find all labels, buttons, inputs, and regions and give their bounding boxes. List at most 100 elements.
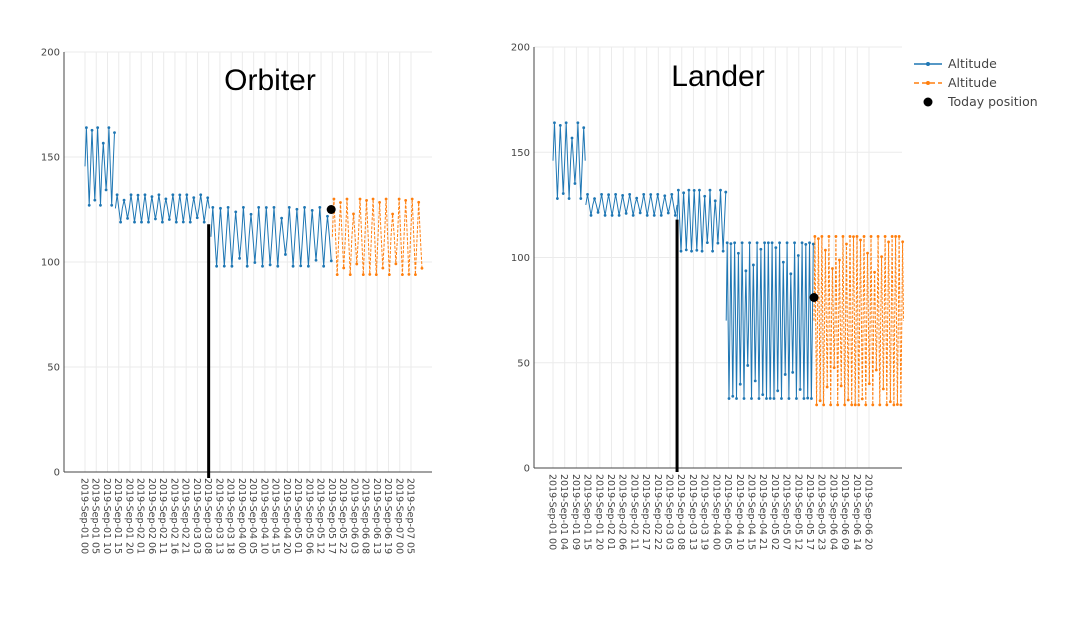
series-point	[687, 188, 691, 192]
y-tick-label: 100	[41, 258, 60, 269]
series-point	[829, 403, 833, 407]
y-tick-label: 200	[41, 48, 60, 59]
series-point	[241, 206, 245, 209]
series-point	[410, 197, 414, 201]
x-tick-label: 2019-Sep-05 02	[769, 474, 780, 550]
x-tick-label: 2019-Sep-03 18	[225, 478, 236, 554]
series-point	[795, 397, 798, 400]
series-point	[147, 220, 150, 224]
series-point	[778, 241, 781, 245]
series-point	[133, 220, 136, 224]
series-point	[310, 208, 314, 212]
series-point	[876, 235, 880, 238]
series-point	[368, 273, 372, 276]
series-point	[789, 272, 793, 276]
series-point	[306, 264, 310, 268]
series-point	[839, 384, 843, 388]
series-point	[738, 382, 742, 386]
series-point	[705, 241, 709, 244]
series-point	[831, 267, 834, 270]
today-position-marker	[809, 292, 819, 302]
x-tick-label: 2019-Sep-05 12	[792, 474, 803, 550]
series-line	[331, 198, 423, 275]
series-point	[245, 264, 249, 268]
series-line	[210, 207, 332, 267]
series-point	[846, 398, 850, 402]
legend-item-today-position[interactable]: Today position	[912, 92, 1038, 111]
series-point	[708, 188, 712, 192]
series-point	[140, 220, 143, 224]
series-point	[414, 273, 417, 276]
series-point	[555, 197, 559, 200]
series-point	[181, 220, 185, 224]
legend-item-altitude-orange[interactable]: Altitude	[912, 73, 1038, 92]
series-point	[880, 255, 883, 259]
series-point	[314, 258, 318, 262]
series-point	[695, 248, 699, 252]
series-point	[348, 273, 352, 276]
x-tick-label: 2019-Sep-01 05	[90, 478, 101, 554]
series-line	[585, 194, 678, 216]
series-point	[806, 396, 810, 400]
x-tick-label: 2019-Sep-06 14	[851, 474, 862, 550]
series-point	[610, 213, 614, 217]
legend: Altitude Altitude Today position	[912, 54, 1038, 111]
x-tick-label: 2019-Sep-07 05	[405, 478, 416, 554]
series-point	[897, 235, 901, 238]
series-point	[725, 241, 729, 245]
series-point	[832, 366, 836, 370]
series-point	[603, 214, 607, 217]
series-point	[804, 242, 808, 246]
x-tick-label: 2019-Sep-03 03	[191, 478, 202, 554]
series-point	[561, 192, 565, 195]
series-altitude-orange	[331, 197, 424, 276]
series-point	[404, 199, 408, 202]
x-tick-label: 2019-Sep-05 12	[315, 478, 326, 554]
series-point	[888, 400, 892, 404]
legend-swatch-dot-icon	[923, 97, 933, 106]
series-point	[371, 197, 375, 201]
x-tick-label: 2019-Sep-03 13	[213, 478, 224, 554]
series-point	[757, 397, 761, 400]
series-point	[822, 403, 826, 407]
y-tick-label: 100	[511, 253, 530, 264]
series-point	[703, 194, 707, 198]
series-point	[253, 261, 257, 264]
series-point	[195, 216, 199, 220]
series-point	[638, 211, 642, 215]
series-point	[787, 397, 791, 400]
series-point	[867, 382, 871, 386]
x-tick-label: 2019-Sep-02 21	[180, 478, 191, 554]
x-tick-label: 2019-Sep-04 00	[710, 474, 721, 550]
series-point	[164, 197, 168, 201]
series-point	[264, 206, 268, 209]
series-point	[816, 237, 820, 240]
x-tick-label: 2019-Sep-05 17	[804, 474, 815, 550]
series-point	[617, 214, 621, 217]
orbiter-chart: 0 50 100 150 200 2019-Sep-01 00 2019-Sep-01 05…	[41, 48, 432, 554]
series-point	[167, 218, 171, 221]
series-point	[878, 403, 882, 407]
legend-item-altitude-blue[interactable]: Altitude	[912, 54, 1038, 73]
series-point	[813, 235, 817, 238]
series-altitude-orange	[813, 235, 905, 407]
series-point	[621, 194, 625, 197]
x-tick-label: 2019-Sep-04 05	[722, 474, 733, 550]
series-point	[864, 403, 868, 407]
y-tick-label: 50	[47, 363, 60, 374]
series-point	[628, 192, 632, 196]
series-altitude-blue	[552, 121, 815, 400]
series-point	[845, 242, 848, 246]
series-point	[99, 203, 102, 207]
series-point	[770, 241, 774, 245]
x-tick-label: 2019-Sep-03 03	[664, 474, 675, 550]
series-point	[355, 262, 359, 266]
series-point	[645, 214, 649, 217]
series-point	[215, 264, 219, 268]
series-point	[394, 262, 398, 266]
series-point	[731, 394, 735, 398]
series-point	[850, 403, 854, 407]
series-point	[755, 241, 759, 245]
legend-swatch-orange-icon	[914, 80, 942, 85]
